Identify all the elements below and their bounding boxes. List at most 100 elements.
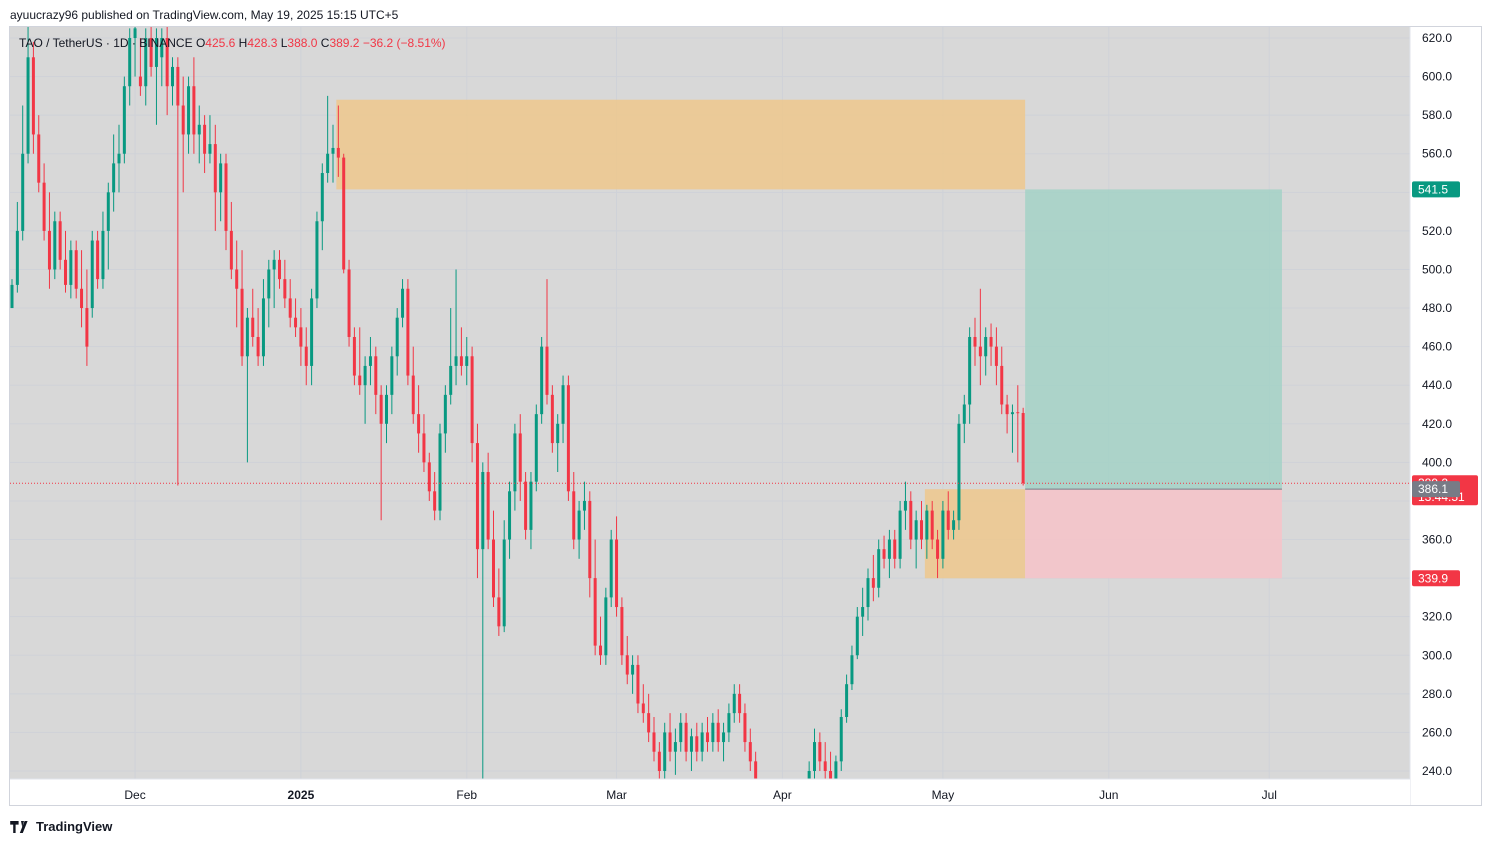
candle-body[interactable] [871,578,875,588]
candle-body[interactable] [492,539,495,598]
candle-body[interactable] [406,288,410,376]
candle-body[interactable] [850,655,854,685]
candle-body[interactable] [331,147,335,154]
candle-body[interactable] [529,481,533,530]
candle-body[interactable] [508,491,512,540]
candle-body[interactable] [486,472,490,540]
candle-body[interactable] [641,703,645,714]
candle-body[interactable] [534,414,538,482]
candle-body[interactable] [1005,404,1009,415]
candle-body[interactable] [973,336,977,347]
candle-body[interactable] [903,500,907,511]
candle-body[interactable] [320,173,324,222]
candle-body[interactable] [181,105,185,135]
candle-body[interactable] [187,86,191,135]
candle-body[interactable] [363,365,367,386]
candle-body[interactable] [21,153,25,231]
candle-body[interactable] [1021,412,1025,484]
candle-body[interactable] [192,86,196,135]
candle-body[interactable] [299,327,303,347]
candle-body[interactable] [251,317,255,337]
price-label-tag[interactable] [1412,481,1460,498]
candle-body[interactable] [700,732,704,752]
candle-body[interactable] [887,539,891,559]
candle-body[interactable] [722,732,726,743]
candle-body[interactable] [861,607,865,617]
candle-body[interactable] [818,742,822,762]
candle-body[interactable] [53,221,57,270]
candle-body[interactable] [26,57,30,154]
candle-body[interactable] [288,298,292,318]
candle-body[interactable] [90,240,94,309]
long-position-target-zone[interactable] [1025,189,1282,490]
candle-body[interactable] [160,38,164,58]
candle-body[interactable] [930,510,934,540]
candle-body[interactable] [481,472,485,550]
candle-body[interactable] [668,732,672,752]
candle-body[interactable] [171,66,174,87]
candle-body[interactable] [1000,365,1004,405]
candle-body[interactable] [893,539,897,559]
candle-body[interactable] [427,462,431,492]
candle-body[interactable] [989,336,993,347]
candle-body[interactable] [556,423,560,444]
candle-body[interactable] [449,365,453,395]
candle-body[interactable] [855,616,859,656]
candle-body[interactable] [829,771,833,779]
candle-body[interactable] [197,124,201,135]
candle-body[interactable] [550,394,554,444]
candle-body[interactable] [882,549,886,559]
candle-body[interactable] [839,716,843,762]
candle-body[interactable] [540,346,544,415]
candle-body[interactable] [577,510,581,540]
candle-body[interactable] [984,336,988,357]
candle-body[interactable] [443,394,447,434]
candle-body[interactable] [417,414,421,434]
demand-zone[interactable] [924,489,1026,579]
candle-body[interactable] [866,578,870,608]
candle-body[interactable] [545,346,549,395]
candle-body[interactable] [347,269,351,337]
candle-body[interactable] [647,713,651,733]
candle-body[interactable] [754,761,758,779]
candle-body[interactable] [31,57,35,135]
candle-body[interactable] [465,356,469,366]
candle-body[interactable] [256,336,260,357]
candle-body[interactable] [561,385,565,424]
candle-body[interactable] [385,394,388,424]
price-label-tag[interactable] [1412,570,1460,587]
candle-body[interactable] [401,288,405,318]
candle-body[interactable] [673,742,677,752]
candle-body[interactable] [732,693,736,714]
candle-body[interactable] [128,38,132,87]
candle-body[interactable] [599,645,602,656]
candle-body[interactable] [411,375,415,415]
candle-body[interactable] [711,722,715,743]
candle-body[interactable] [138,76,142,87]
candle-body[interactable] [154,38,158,67]
candle-body[interactable] [96,240,100,280]
candle-body[interactable] [1010,412,1014,415]
candle-body[interactable] [149,38,153,67]
candle-body[interactable] [165,38,169,87]
candle-body[interactable] [695,736,699,752]
candle-body[interactable] [112,163,116,193]
candle-body[interactable] [920,520,923,540]
candle-body[interactable] [502,539,506,627]
candle-body[interactable] [374,356,378,395]
candle-body[interactable] [235,269,239,289]
long-position-stop-zone[interactable] [1025,489,1282,579]
candle-body[interactable] [898,510,902,559]
candle-body[interactable] [877,549,881,588]
candle-body[interactable] [213,144,217,193]
candle-body[interactable] [748,742,752,762]
tradingview-footer[interactable]: TradingView [10,819,112,834]
candle-body[interactable] [909,500,913,540]
candle-body[interactable] [229,230,233,270]
candle-body[interactable] [807,771,811,779]
candle-body[interactable] [245,317,249,357]
candle-body[interactable] [706,732,709,743]
candle-body[interactable] [224,163,228,231]
candle-body[interactable] [738,693,742,714]
candle-body[interactable] [845,684,849,717]
